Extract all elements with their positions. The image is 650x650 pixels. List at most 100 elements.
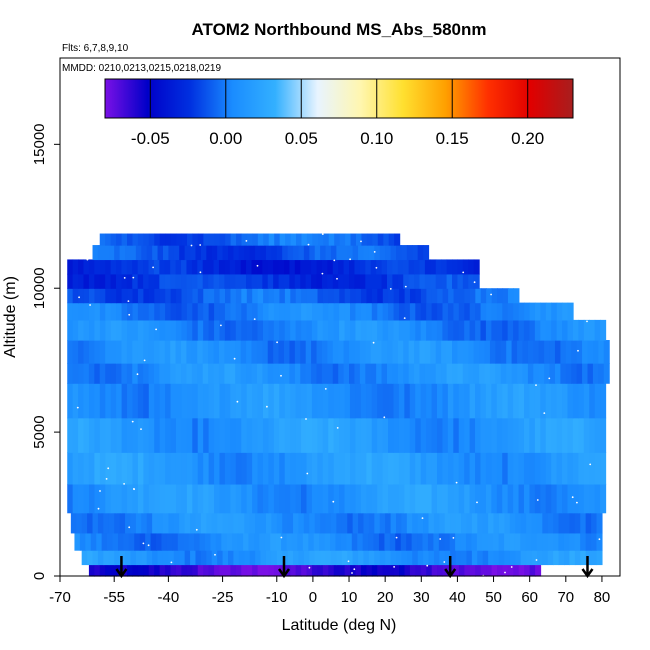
heatmap-cell [514, 532, 521, 551]
heatmap-cell [542, 532, 549, 551]
heatmap-cell [192, 417, 199, 453]
heatmap-cell [322, 483, 329, 514]
heatmap-cell [453, 288, 460, 304]
heatmap-cell [365, 273, 372, 289]
heatmap-cell [135, 550, 142, 566]
heatmap-cell [338, 273, 345, 289]
heatmap-cell [152, 550, 159, 566]
heatmap-cell [214, 288, 221, 304]
heatmap-cell [219, 452, 226, 485]
heatmap-cell [447, 302, 454, 321]
heatmap-cell [271, 245, 278, 261]
heatmap-cell [529, 564, 536, 577]
heatmap-cell [241, 319, 248, 341]
heatmap-cell [385, 245, 392, 261]
heatmap-cell [285, 233, 292, 246]
heatmap-cell [424, 340, 431, 364]
heatmap-cell [94, 340, 101, 364]
heatmap-cell [103, 245, 110, 261]
heatmap-cell [99, 319, 106, 341]
heatmap-cell [469, 302, 476, 321]
heatmap-cell [376, 340, 383, 364]
heatmap-cell [397, 340, 404, 364]
heatmap-cell [464, 302, 471, 321]
heatmap-cell [554, 363, 561, 384]
heatmap-cell [110, 417, 117, 453]
heatmap-cell [262, 417, 270, 453]
heatmap-cell [403, 273, 410, 289]
heatmap-cell [170, 417, 177, 453]
heatmap-cell [388, 319, 395, 341]
heatmap-cell [523, 383, 531, 419]
heatmap-cell [197, 340, 204, 364]
heatmap-cell [306, 383, 313, 419]
heatmap-cell [484, 363, 491, 384]
heatmap-cell [81, 512, 88, 534]
heatmap-cell [545, 302, 552, 321]
heatmap-cell [471, 532, 478, 551]
data-point [439, 538, 442, 540]
plot-frame [59, 57, 621, 577]
heatmap-cell [317, 383, 324, 419]
data-point [308, 566, 311, 569]
heatmap-cell [449, 532, 456, 551]
heatmap-cell [350, 233, 357, 246]
heatmap-cell [365, 363, 372, 384]
y-tick-label: 5000 [31, 415, 48, 448]
heatmap-cell [165, 483, 172, 514]
heatmap-cell [457, 363, 464, 384]
heatmap-cell [235, 417, 242, 453]
heatmap-cell [359, 340, 366, 364]
heatmap-cell [340, 532, 347, 551]
heatmap-cell [409, 452, 416, 485]
heatmap-cell [486, 288, 493, 304]
heatmap-cell [600, 417, 607, 453]
heatmap-cell [145, 532, 152, 551]
heatmap-cell [372, 233, 379, 246]
heatmap-cell [349, 273, 356, 289]
heatmap-cell [287, 550, 294, 566]
heatmap-cell [572, 452, 579, 485]
heatmap-cell [322, 452, 329, 485]
heatmap-cell [159, 417, 166, 453]
heatmap-cell [159, 288, 166, 304]
heatmap-cell [458, 452, 465, 485]
heatmap-cell [366, 417, 373, 453]
data-points [76, 233, 601, 577]
heatmap-cell [574, 550, 581, 566]
data-point [426, 564, 429, 567]
heatmap-cell [279, 383, 286, 419]
heatmap-cell [290, 288, 297, 304]
heatmap-cell [146, 512, 153, 534]
heatmap-cell [204, 532, 211, 551]
heatmap-cell [188, 532, 195, 551]
heatmap-cell [592, 363, 599, 384]
heatmap-cell [110, 233, 117, 246]
heatmap-cell [328, 319, 335, 341]
heatmap-cell [251, 340, 258, 364]
heatmap-cell [540, 452, 547, 485]
heatmap-cell [442, 302, 449, 321]
heatmap-cell [238, 550, 245, 566]
heatmap-cell [195, 512, 202, 534]
x-tick-label: 80 [594, 589, 611, 606]
heatmap-cell [99, 383, 106, 419]
heatmap-cell [116, 302, 123, 321]
heatmap-cell [540, 383, 547, 419]
heatmap-cell [455, 550, 462, 566]
data-point [536, 499, 539, 501]
heatmap-cell [268, 302, 275, 321]
heatmap-cell [235, 340, 242, 364]
heatmap-cell [431, 564, 438, 577]
heatmap-cell [320, 512, 327, 534]
data-point [336, 427, 339, 429]
heatmap-cell [452, 259, 459, 275]
heatmap-cell [370, 363, 377, 384]
heatmap-cell [230, 417, 237, 453]
heatmap-cell [224, 319, 231, 341]
heatmap-cell [181, 383, 188, 419]
data-point [152, 266, 155, 269]
heatmap-cell [513, 417, 520, 453]
heatmap-cell [211, 550, 218, 566]
data-point [105, 478, 108, 480]
